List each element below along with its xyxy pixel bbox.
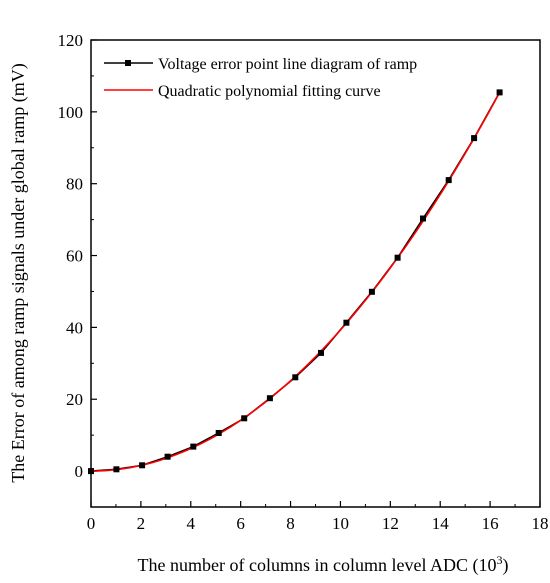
x-tick-label-3: 6 [236, 514, 245, 533]
x-tick-label-2: 4 [187, 514, 196, 533]
series-quadratic-fit-line [91, 92, 501, 472]
y-tick-label-1: 20 [66, 390, 83, 409]
x-axis-title-superscript: 3 [496, 553, 502, 567]
legend: Voltage error point line diagram of ramp… [104, 56, 417, 100]
y-tick-label-2: 40 [66, 318, 83, 337]
y-tick-label-0: 0 [75, 462, 84, 481]
data-point-4 [190, 443, 197, 450]
axis-ticks [90, 39, 541, 508]
x-tick-label-7: 14 [432, 514, 450, 533]
x-tick-label-0: 0 [87, 514, 96, 533]
data-point-12 [394, 254, 401, 261]
x-axis-title-end: ) [502, 555, 508, 576]
data-point-16 [496, 89, 503, 96]
legend-label-quadratic-fit: Quadratic polynomial fitting curve [158, 83, 381, 100]
series-voltage-error-line [90, 92, 501, 472]
data-point-2 [139, 462, 146, 469]
data-point-8 [292, 374, 299, 381]
data-point-1 [113, 466, 120, 473]
legend-label-voltage-error: Voltage error point line diagram of ramp [158, 56, 417, 73]
y-tick-label-5: 100 [58, 103, 84, 122]
data-point-11 [368, 288, 375, 295]
y-tick-label-6: 120 [58, 31, 84, 50]
data-point-13 [420, 215, 426, 222]
x-axis-title-main: The number of columns in column level AD… [138, 555, 497, 576]
x-tick-label-6: 12 [382, 514, 399, 533]
x-tick-label-1: 2 [137, 514, 146, 533]
series-layer [88, 89, 503, 475]
x-tick-label-9: 18 [532, 514, 549, 533]
legend-marker-voltage-error [125, 60, 131, 66]
data-point-10 [343, 319, 350, 326]
data-point-3 [164, 453, 171, 460]
x-tick-label-5: 10 [332, 514, 349, 533]
data-point-15 [471, 135, 478, 142]
tick-labels: 0 2 4 6 8 10 12 14 16 18 0 20 40 60 80 100 120 [58, 31, 549, 533]
y-axis-title: The Error of among ramp signals under gl… [8, 63, 29, 482]
y-tick-label-4: 80 [66, 175, 83, 194]
data-point-9 [318, 349, 324, 356]
data-point-14 [445, 177, 452, 184]
x-tick-label-4: 8 [286, 514, 295, 533]
data-point-7 [266, 395, 273, 402]
data-point-6 [241, 415, 248, 422]
y-tick-label-3: 60 [66, 247, 83, 266]
plot-frame [90, 39, 541, 508]
x-axis-title: The number of columns in column level AD… [138, 553, 509, 576]
x-tick-label-8: 16 [482, 514, 499, 533]
data-point-5 [215, 430, 222, 436]
